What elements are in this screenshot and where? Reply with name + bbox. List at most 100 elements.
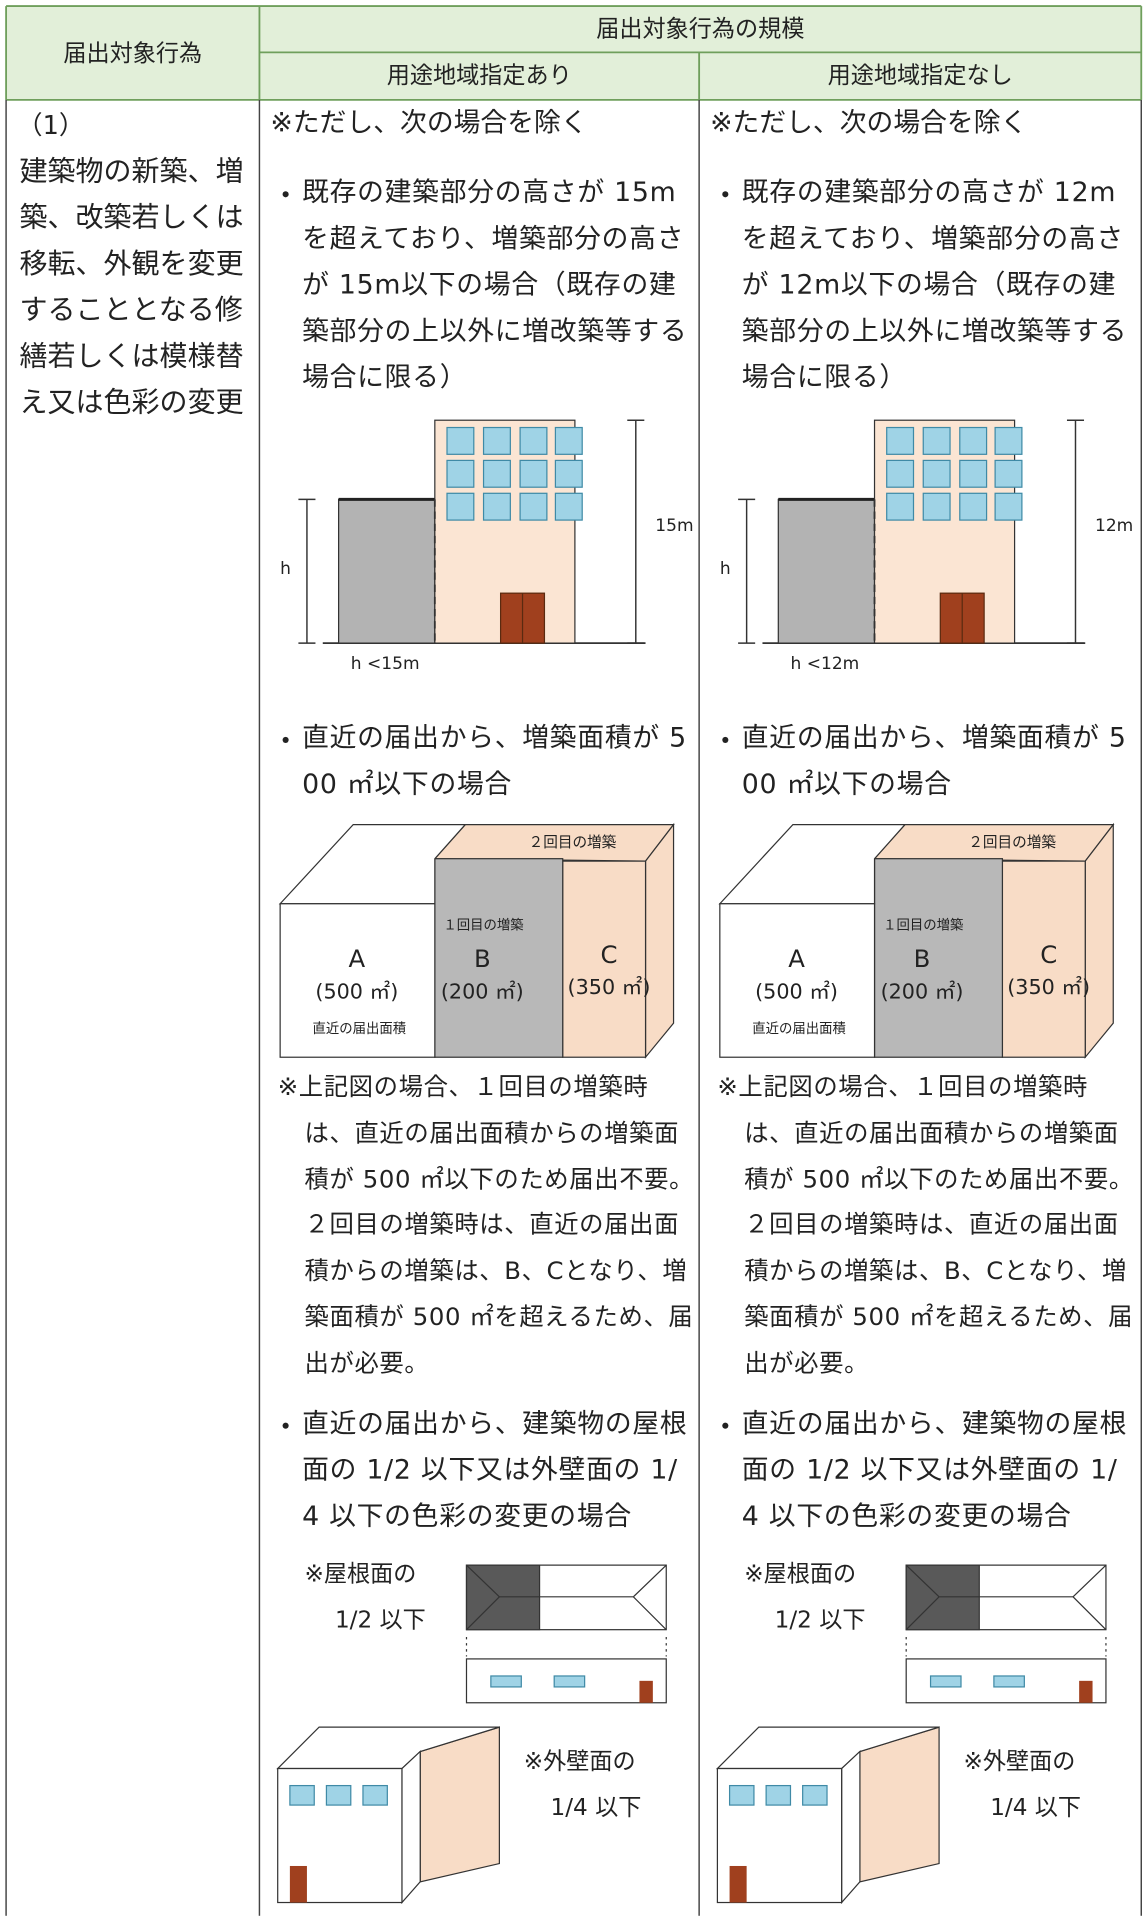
existing-a [719,903,876,1058]
addition-side [644,822,675,1059]
window [490,1675,522,1688]
window [482,426,511,455]
window [519,426,548,455]
window [554,426,583,455]
window [519,459,548,488]
header-sub: 用途地域指定あり [386,62,572,89]
diagram-label: ２回目の増築 [968,833,1056,851]
condition-text: 既存の建築部分の高さが 12m を超えており、増築部分の高さが 12m以下の場合… [741,177,1128,394]
diagram-label: (200 ㎡) [881,980,964,1004]
roof-hip [905,1596,940,1631]
diagram-label: ２回目の増築 [529,833,617,851]
condition-text: 直近の届出から、増築面積が 500 ㎡以下の場合 [302,723,687,801]
window [929,1675,962,1688]
roof-hip [466,1596,500,1631]
diagram-label: 1/2 以下 [775,1608,866,1634]
explanation: ※上記図の場合、１回目の増築時は、直近の届出面積からの増築面積が 500 ㎡以下… [277,1071,695,1378]
window [553,1675,586,1688]
diagram-label: h <15m [351,654,420,674]
window [482,492,511,521]
diagram-label: ※外壁面の [963,1749,1075,1775]
diagram-label: ※外壁面の [524,1749,636,1775]
wall-changed [419,1726,500,1883]
diagram-label: h <12m [790,654,859,674]
window [994,459,1023,488]
addition-b [434,858,564,1058]
window [446,492,475,521]
window [765,1784,792,1806]
door [729,1865,747,1903]
door [289,1865,307,1903]
window [959,459,988,488]
window [482,459,511,488]
building-side [841,1750,861,1905]
diagram-label: １回目の増築 [883,918,963,934]
window [922,459,951,488]
window [802,1784,828,1806]
diagram-label: 1/4 以下 [551,1795,642,1821]
diagram-label: １回目の増築 [443,918,523,934]
bullet [722,191,729,198]
diagram-label: 直近の届出面積 [312,1021,406,1037]
diagram-label: 直近の届出面積 [752,1021,846,1037]
window [289,1784,315,1806]
diagram-label: 1/4 以下 [990,1795,1081,1821]
row-label: 建築物の新築、増築、改築若しくは移転、外観を変更することとなる修繕若しくは模様替… [19,155,244,419]
diagram-label: C [1040,940,1057,969]
diagram-label: 1/2 以下 [335,1608,426,1634]
door [1079,1680,1093,1703]
window [446,459,475,488]
roof-hip [1072,1596,1107,1631]
addition-b [873,858,1004,1058]
window [994,492,1023,521]
diagram-label: ※屋根面の [744,1561,856,1587]
diagram-label: h [280,559,291,579]
door [639,1680,653,1703]
roof-hip [466,1564,500,1598]
window [519,492,548,521]
window [886,492,915,521]
roof-hip [905,1564,940,1598]
diagram-label: (500 ㎡) [315,980,398,1004]
window [325,1784,352,1806]
row-number: （1） [17,110,85,141]
wall-changed [859,1726,940,1883]
window [886,459,915,488]
window [922,426,951,455]
addition-side [1084,822,1114,1059]
bullet [282,191,289,198]
header-group: 届出対象行為の規模 [596,15,805,43]
header-sub: 用途地域指定なし [827,62,1013,89]
window [554,459,583,488]
exclusion-note: ※ただし、次の場合を除く [270,108,588,139]
diagram-label: 15m [655,516,693,536]
existing-building [777,498,876,644]
window [993,1675,1025,1688]
diagram-label: (350 ㎡) [1007,975,1090,999]
existing-building [337,498,436,644]
window [994,426,1023,455]
window [886,426,915,455]
bullet [282,736,289,743]
addition-c [562,860,647,1058]
condition-text: 既存の建築部分の高さが 15m を超えており、増築部分の高さが 15m以下の場合… [302,177,688,394]
header-cell: 届出対象行為 [63,40,203,67]
condition-text: 直近の届出から、増築面積が 500 ㎡以下の場合 [741,723,1127,801]
window [446,426,475,455]
existing-a [279,903,436,1058]
diagram-label: C [600,940,617,969]
diagram-label: (350 ㎡) [568,975,651,999]
window [728,1784,755,1806]
diagram-label: A [349,944,366,973]
explanation: ※上記図の場合、１回目の増築時は、直近の届出面積からの増築面積が 500 ㎡以下… [717,1071,1134,1378]
condition-text: 直近の届出から、建築物の屋根面の 1/2 以下又は外壁面の 1/4 以下の色彩の… [741,1409,1128,1533]
window [922,492,951,521]
roof-hip [632,1564,667,1598]
bullet [282,1422,289,1429]
window [959,426,988,455]
diagram-label: (500 ㎡) [755,980,838,1004]
diagram-label: A [788,944,805,973]
building-side [401,1750,421,1905]
